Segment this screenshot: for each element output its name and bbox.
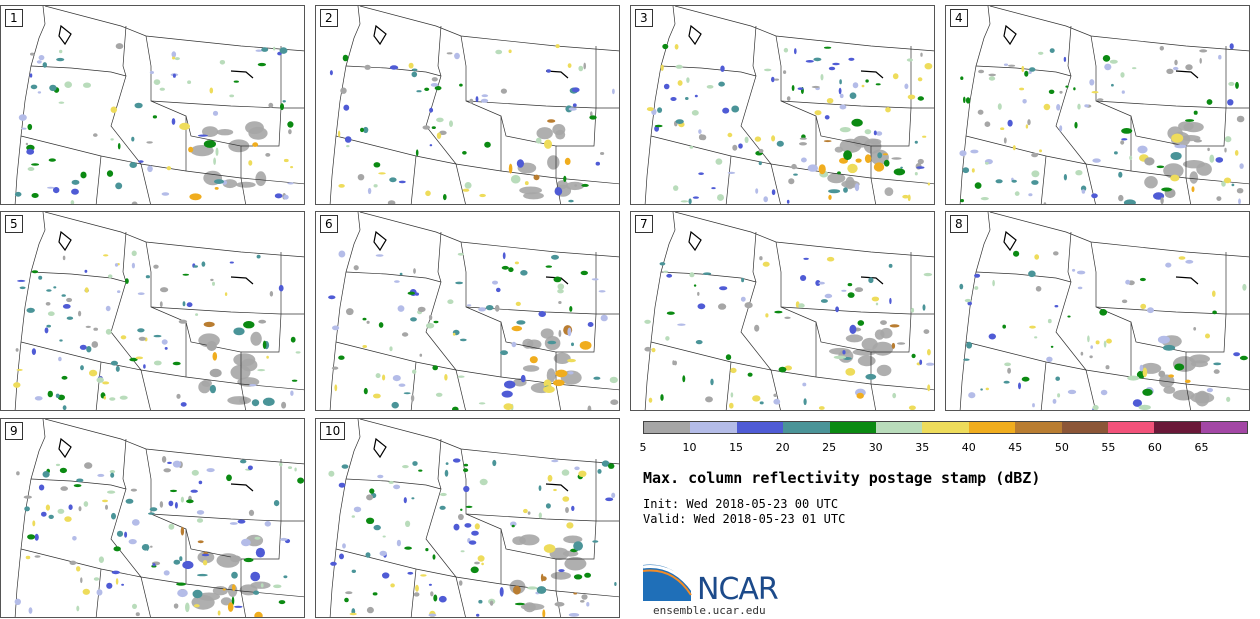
forecast-panel: 3: [630, 5, 935, 205]
colorbar-tick-label: 5: [639, 441, 647, 454]
colorbar-swatch: [644, 422, 691, 433]
member-number-label: 4: [950, 9, 968, 27]
member-number-label: 6: [320, 215, 338, 233]
member-number-label: 5: [5, 215, 23, 233]
colorbar-tick-label: 10: [682, 441, 697, 454]
colorbar-swatch: [1061, 422, 1108, 433]
member-number-label: 8: [950, 215, 968, 233]
member-number-label: 3: [635, 9, 653, 27]
colorbar-swatch: [1154, 422, 1201, 433]
state-map: [644, 212, 934, 410]
forecast-panel: 5: [0, 211, 305, 411]
colorbar-swatch: [690, 422, 737, 433]
state-map: [959, 212, 1249, 410]
colorbar-tick-label: 55: [1101, 441, 1116, 454]
valid-time: Valid: Wed 2018-05-23 01 UTC: [643, 512, 846, 526]
colorbar-tick-label: 25: [822, 441, 837, 454]
site-url: ensemble.ucar.edu: [653, 604, 766, 617]
state-map: [328, 419, 619, 617]
forecast-panel: 2: [315, 5, 620, 205]
state-map: [959, 6, 1249, 204]
colorbar-tick-label: 30: [868, 441, 883, 454]
colorbar-swatch: [1200, 422, 1248, 433]
colorbar-swatch: [783, 422, 830, 433]
member-number-label: 7: [635, 215, 653, 233]
colorbar-swatch: [922, 422, 969, 433]
colorbar-tick-label: 40: [961, 441, 976, 454]
reflectivity-colorbar: [643, 421, 1248, 434]
colorbar-tick-label: 45: [1008, 441, 1023, 454]
colorbar-swatch: [1107, 422, 1155, 433]
colorbar-swatch: [1015, 422, 1062, 433]
forecast-panel: 8: [945, 211, 1250, 411]
state-map: [644, 6, 934, 204]
state-map: [13, 212, 304, 410]
colorbar-tick-label: 35: [915, 441, 930, 454]
figure-title: Max. column reflectivity postage stamp (…: [643, 469, 1041, 487]
member-number-label: 9: [5, 422, 23, 440]
colorbar-tick-label: 65: [1194, 441, 1209, 454]
init-time: Init: Wed 2018-05-23 00 UTC: [643, 497, 839, 511]
member-number-label: 2: [320, 9, 338, 27]
forecast-panel: 1: [0, 5, 305, 205]
member-number-label: 10: [320, 422, 346, 440]
colorbar-tick-label: 20: [775, 441, 790, 454]
colorbar-swatch: [968, 422, 1016, 433]
ncar-logo-text: NCAR: [697, 572, 779, 607]
colorbar-swatch: [875, 422, 923, 433]
colorbar-ticks: 5 10 15 20 25 30 35 40 45 50 55 60 65: [639, 441, 1248, 455]
colorbar-tick-label: 60: [1147, 441, 1162, 454]
colorbar-tick-label: 15: [729, 441, 744, 454]
state-map: [14, 419, 304, 617]
forecast-panel: 4: [945, 5, 1250, 205]
forecast-panel: 9: [0, 418, 305, 618]
forecast-panel: 6: [315, 211, 620, 411]
colorbar-tick-label: 50: [1054, 441, 1069, 454]
forecast-panel: 10: [315, 418, 620, 618]
state-map: [329, 6, 619, 204]
colorbar-swatch: [736, 422, 784, 433]
member-number-label: 1: [5, 9, 23, 27]
forecast-panel: 7: [630, 211, 935, 411]
state-map: [14, 6, 304, 204]
ncar-logo-icon: [643, 564, 695, 601]
colorbar-swatch: [829, 422, 876, 433]
state-map: [328, 212, 619, 410]
